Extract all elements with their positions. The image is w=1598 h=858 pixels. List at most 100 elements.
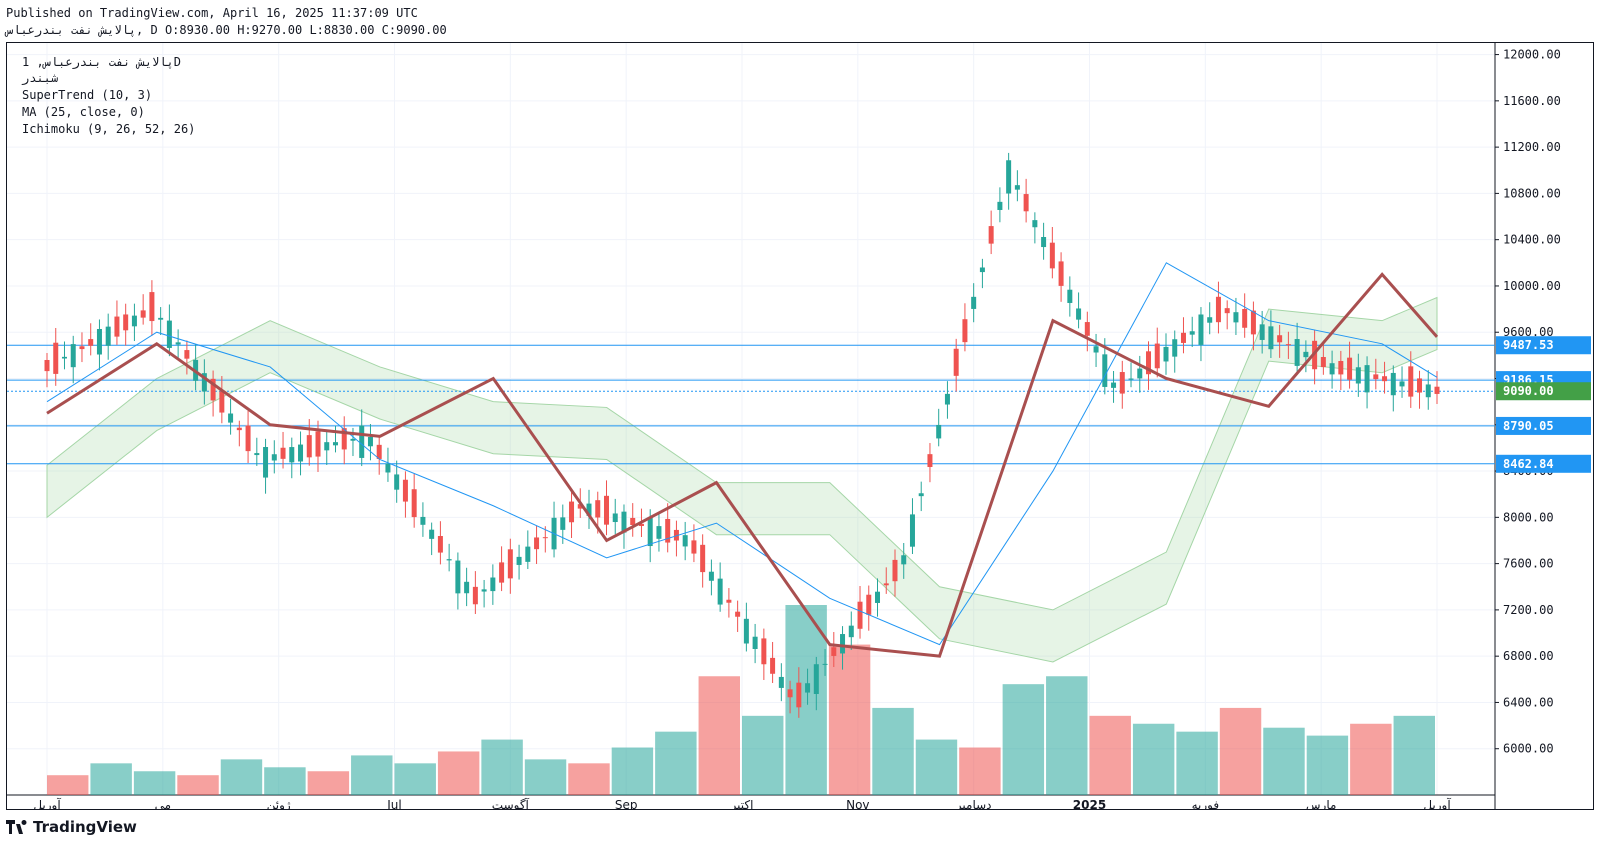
candle-body[interactable] [647,517,653,547]
candle-body[interactable] [1320,357,1326,368]
candle-body[interactable] [324,442,330,451]
candle-body[interactable] [263,447,269,478]
candle-body[interactable] [53,342,59,374]
candle-body[interactable] [1163,346,1169,362]
candle-body[interactable] [534,537,540,550]
candle-body[interactable] [175,342,181,345]
candle-body[interactable] [560,517,566,530]
candle-body[interactable] [140,310,146,318]
candle-body[interactable] [1294,339,1300,366]
candle-body[interactable] [1417,378,1423,393]
candle-body[interactable] [131,315,137,327]
candle-body[interactable] [840,634,846,654]
candle-body[interactable] [831,647,837,656]
candle-body[interactable] [1041,237,1047,248]
candle-body[interactable] [630,517,636,526]
candle-body[interactable] [621,511,627,533]
candle-body[interactable] [464,581,470,594]
candle-body[interactable] [691,540,697,554]
candle-body[interactable] [184,350,190,359]
candle-body[interactable] [962,319,968,343]
candle-body[interactable] [1399,381,1405,387]
candle-body[interactable] [437,536,443,553]
candle-body[interactable] [61,356,67,359]
candle-body[interactable] [1250,310,1256,335]
candle-body[interactable] [700,544,706,573]
candle-body[interactable] [612,513,618,523]
candle-body[interactable] [656,526,662,539]
candle-body[interactable] [1189,331,1195,335]
candle-body[interactable] [761,638,767,665]
candle-body[interactable] [1303,351,1309,358]
chart-frame[interactable]: 6000.00 6400.00 6800.00 7200.00 7600.00 8000.… [6,42,1594,810]
candle-body[interactable] [359,425,365,458]
candle-body[interactable] [665,518,671,543]
candle-body[interactable] [411,489,417,518]
candle-body[interactable] [979,267,985,273]
candle-body[interactable] [997,201,1003,210]
price-level-badge[interactable] [1496,454,1591,473]
candle-body[interactable] [1014,185,1020,190]
candle-body[interactable] [315,431,321,457]
candle-body[interactable] [1032,220,1038,228]
candle-body[interactable] [96,328,102,355]
candle-body[interactable] [813,664,819,695]
tradingview-brand[interactable]: TradingView [6,818,137,836]
candle-body[interactable] [743,618,749,644]
legend-ichimoku[interactable]: Ichimoku (9, 26, 52, 26) [22,122,196,136]
candle-body[interactable] [516,556,522,565]
candle-body[interactable] [210,378,216,401]
candle-body[interactable] [149,292,155,322]
candle-body[interactable] [1119,372,1125,394]
candle-body[interactable] [446,559,452,561]
candle-body[interactable] [1355,367,1361,384]
candle-body[interactable] [1329,363,1335,375]
candle-body[interactable] [944,393,950,405]
candle-body[interactable] [595,500,601,518]
candle-body[interactable] [1198,314,1204,345]
candle-body[interactable] [105,326,111,346]
price-level-badge[interactable] [1496,416,1591,435]
candle-body[interactable] [341,428,347,450]
candle-body[interactable] [638,523,644,527]
candle-body[interactable] [901,555,907,565]
candle-body[interactable] [455,560,461,594]
candle-body[interactable] [1076,308,1082,320]
candle-body[interactable] [289,447,295,463]
candle-body[interactable] [472,586,478,605]
candle-body[interactable] [603,495,609,525]
candle-body[interactable] [1172,339,1178,357]
candle-body[interactable] [883,583,889,586]
candle-body[interactable] [971,296,977,309]
candle-body[interactable] [1347,357,1353,380]
candle-body[interactable] [385,463,391,473]
candle-body[interactable] [429,529,435,539]
candle-body[interactable] [1434,386,1440,394]
candle-body[interactable] [1338,360,1344,375]
candle-body[interactable] [1102,354,1108,387]
candle-body[interactable] [201,373,207,392]
candle-body[interactable] [1006,160,1012,194]
candle-body[interactable] [708,571,714,581]
candle-body[interactable] [778,676,784,688]
candle-body[interactable] [394,474,400,490]
candle-body[interactable] [673,529,679,541]
candle-body[interactable] [542,537,548,539]
candle-body[interactable] [420,516,426,525]
candle-body[interactable] [857,601,863,629]
candle-body[interactable] [866,594,872,615]
candle-body[interactable] [332,442,338,446]
candle-body[interactable] [114,316,120,337]
candle-body[interactable] [805,683,811,693]
legend-supertrend[interactable]: SuperTrend (10, 3) [22,88,153,102]
candle-body[interactable] [481,589,487,592]
candle-body[interactable] [123,314,129,331]
candle-body[interactable] [507,549,513,579]
candle-body[interactable] [717,578,723,605]
supertrend-line[interactable] [46,272,1439,658]
candle-body[interactable] [306,435,312,458]
candle-body[interactable] [586,503,592,516]
candle-body[interactable] [298,444,304,462]
candle-body[interactable] [1364,365,1370,393]
candle-body[interactable] [1268,326,1274,350]
